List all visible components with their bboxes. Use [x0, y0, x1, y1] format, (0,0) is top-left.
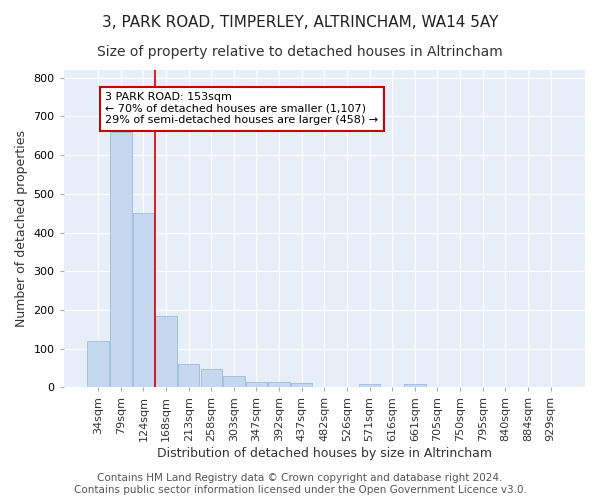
- Bar: [178, 364, 199, 388]
- Text: 3 PARK ROAD: 153sqm
← 70% of detached houses are smaller (1,107)
29% of semi-det: 3 PARK ROAD: 153sqm ← 70% of detached ho…: [106, 92, 379, 126]
- Bar: [246, 382, 267, 388]
- Y-axis label: Number of detached properties: Number of detached properties: [15, 130, 28, 327]
- Text: 3, PARK ROAD, TIMPERLEY, ALTRINCHAM, WA14 5AY: 3, PARK ROAD, TIMPERLEY, ALTRINCHAM, WA1…: [102, 15, 498, 30]
- Bar: [200, 368, 222, 388]
- Bar: [88, 341, 109, 388]
- X-axis label: Distribution of detached houses by size in Altrincham: Distribution of detached houses by size …: [157, 447, 492, 460]
- Bar: [223, 376, 245, 388]
- Bar: [133, 213, 154, 388]
- Bar: [268, 382, 290, 388]
- Text: Contains HM Land Registry data © Crown copyright and database right 2024.
Contai: Contains HM Land Registry data © Crown c…: [74, 474, 526, 495]
- Bar: [155, 316, 177, 388]
- Bar: [359, 384, 380, 388]
- Bar: [291, 384, 313, 388]
- Bar: [110, 132, 131, 388]
- Bar: [404, 384, 425, 388]
- Text: Size of property relative to detached houses in Altrincham: Size of property relative to detached ho…: [97, 45, 503, 59]
